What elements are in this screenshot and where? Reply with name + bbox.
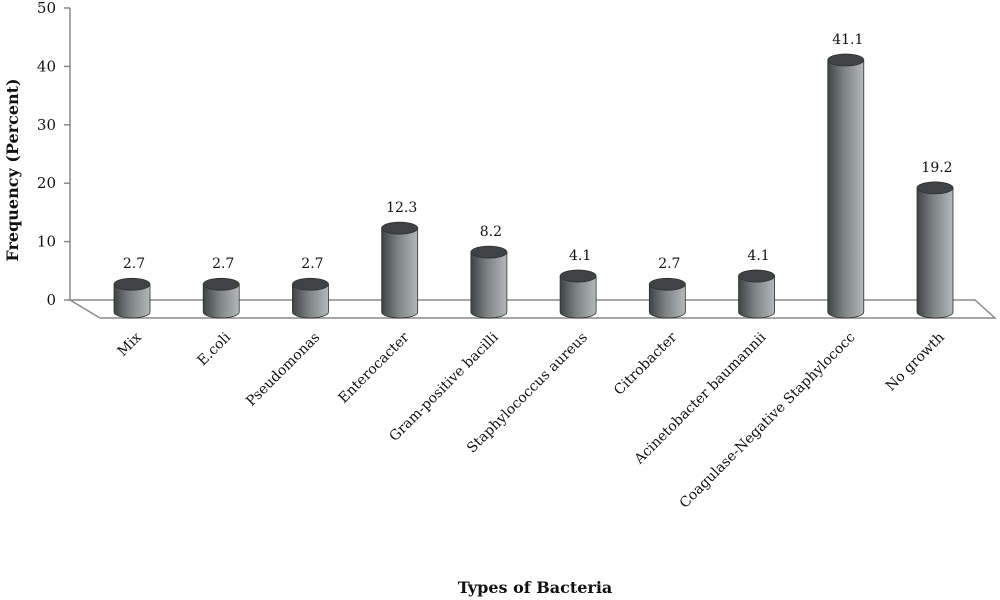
bar [827, 53, 865, 319]
category-label: Enterocacter [335, 329, 412, 406]
category-label: E.coli [195, 329, 235, 369]
y-tick-label: 10 [37, 233, 56, 251]
bar [738, 269, 775, 319]
bar-body [470, 251, 508, 319]
data-label: 2.7 [658, 256, 680, 272]
bar-top [916, 181, 954, 195]
y-tick-label: 30 [37, 116, 56, 134]
bar [916, 181, 954, 319]
bar-body [113, 283, 151, 319]
bar-top [648, 277, 686, 291]
bar [559, 269, 597, 319]
bar-top [738, 269, 775, 283]
bar-top [559, 269, 597, 283]
bar-body [292, 283, 329, 319]
bar [648, 277, 686, 319]
y-axis-title: Frequency (Percent) [3, 78, 22, 261]
bar [202, 277, 240, 319]
bar [292, 277, 329, 319]
data-label: 19.2 [921, 160, 952, 176]
bar-top [202, 277, 240, 291]
bar-body [916, 187, 954, 319]
y-tick-label: 20 [37, 174, 56, 192]
y-tick-label: 40 [37, 57, 56, 75]
bar-body [559, 275, 597, 319]
category-label: No growth [883, 330, 948, 395]
y-tick-label: 0 [46, 291, 56, 309]
x-axis-title: Types of Bacteria [458, 578, 613, 597]
category-label: Mix [115, 329, 145, 359]
bar-body [827, 59, 865, 319]
bar-body [648, 283, 686, 319]
data-label: 2.7 [123, 256, 145, 272]
bar [113, 277, 151, 319]
bar-body [738, 275, 775, 319]
category-labels: Mix E.coli Pseudomonas EnterocacterGram-pos… [115, 329, 948, 511]
data-label: 2.7 [212, 256, 234, 272]
bar-body [381, 227, 419, 319]
data-labels: 2.7 2.7 2.7 12.3 8.2 4.1 2.7 4.1 41.1 19.2 [123, 32, 953, 272]
bar [381, 221, 419, 319]
data-label: 41.1 [832, 32, 863, 48]
bar-top [113, 277, 151, 291]
category-label: Coagulase-Negative Staphylococc [677, 329, 859, 511]
bar-top [827, 53, 865, 67]
category-label: Citrobacter [611, 329, 680, 398]
bars [113, 53, 954, 319]
category-label: Pseudomonas [243, 330, 323, 410]
data-label: 8.2 [480, 224, 502, 240]
bar [470, 245, 508, 319]
y-tick-labels: 0 10 20 30 40 50 [37, 0, 56, 309]
data-label: 2.7 [301, 256, 323, 272]
data-label: 4.1 [747, 248, 769, 264]
data-label: 4.1 [569, 248, 591, 264]
bar-top [381, 221, 419, 235]
data-label: 12.3 [386, 200, 417, 216]
bar-top [470, 245, 508, 259]
y-tick-label: 50 [37, 0, 56, 17]
bar-body [202, 283, 240, 319]
bar-top [292, 277, 329, 291]
